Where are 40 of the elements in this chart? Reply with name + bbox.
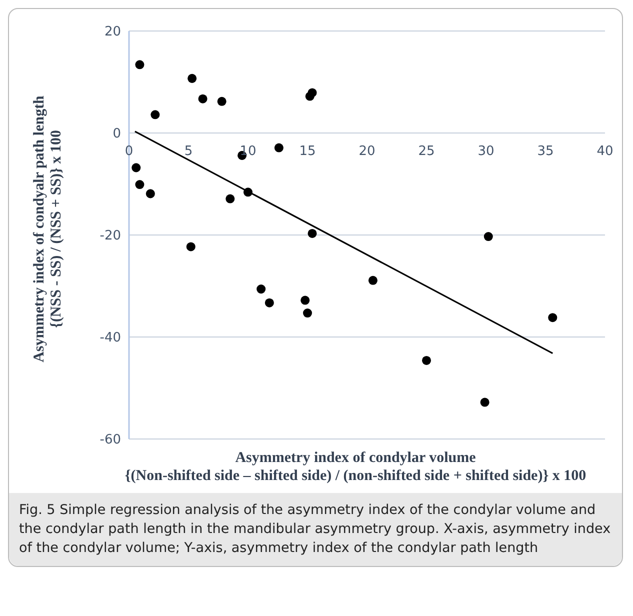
point <box>198 94 208 104</box>
x-tick-label: 35 <box>537 144 554 159</box>
x-tick-label: 10 <box>240 144 256 159</box>
point <box>186 242 196 252</box>
x-tick-label: 15 <box>299 144 316 159</box>
point <box>422 356 432 365</box>
x-tick-label: 25 <box>418 144 435 159</box>
point <box>480 398 490 407</box>
y-tick-label: 0 <box>112 126 121 142</box>
y-tick-label: -60 <box>100 432 121 448</box>
point <box>308 88 317 98</box>
point <box>264 298 274 308</box>
point <box>274 143 284 152</box>
point <box>308 228 317 238</box>
y-axis-title: Asymmetry index of condyalr path length {(NSS - SS) / (NSS + SS)} x 100 <box>31 96 65 362</box>
point <box>548 313 558 322</box>
y-tick-label: -20 <box>100 228 121 244</box>
point <box>368 276 378 285</box>
point <box>135 180 144 190</box>
x-axis-title: Asymmetry index of condylar volume {(Non-shifted side – shifted side) / (non-shifted side + shifted side)} x 100 <box>124 449 588 485</box>
point <box>135 60 144 70</box>
point <box>226 194 235 204</box>
point <box>243 188 253 197</box>
x-tick-label: 0 <box>124 144 134 159</box>
y-tick-label: 20 <box>104 24 121 40</box>
y-tick-label: -40 <box>100 330 121 346</box>
point <box>150 110 160 120</box>
x-tick-label: 40 <box>596 144 614 159</box>
point <box>256 284 266 294</box>
x-tick-label: 30 <box>478 144 494 159</box>
point <box>188 74 197 83</box>
point <box>132 163 141 172</box>
point <box>300 296 310 305</box>
point <box>217 96 226 106</box>
point <box>484 232 493 242</box>
x-tick-label: 20 <box>358 144 376 159</box>
point <box>302 308 312 318</box>
point <box>146 189 155 198</box>
x-tick-label: 5 <box>184 144 193 159</box>
caption: Fig. 5 Simple regression analysis of the asymmetry index of the condylar volume and the condylar path length in the mandibular asymmetry group. X-axis, asymmetry index of the condylar volume; Y-axis, asymmetry index of the condylar path length <box>9 493 622 566</box>
